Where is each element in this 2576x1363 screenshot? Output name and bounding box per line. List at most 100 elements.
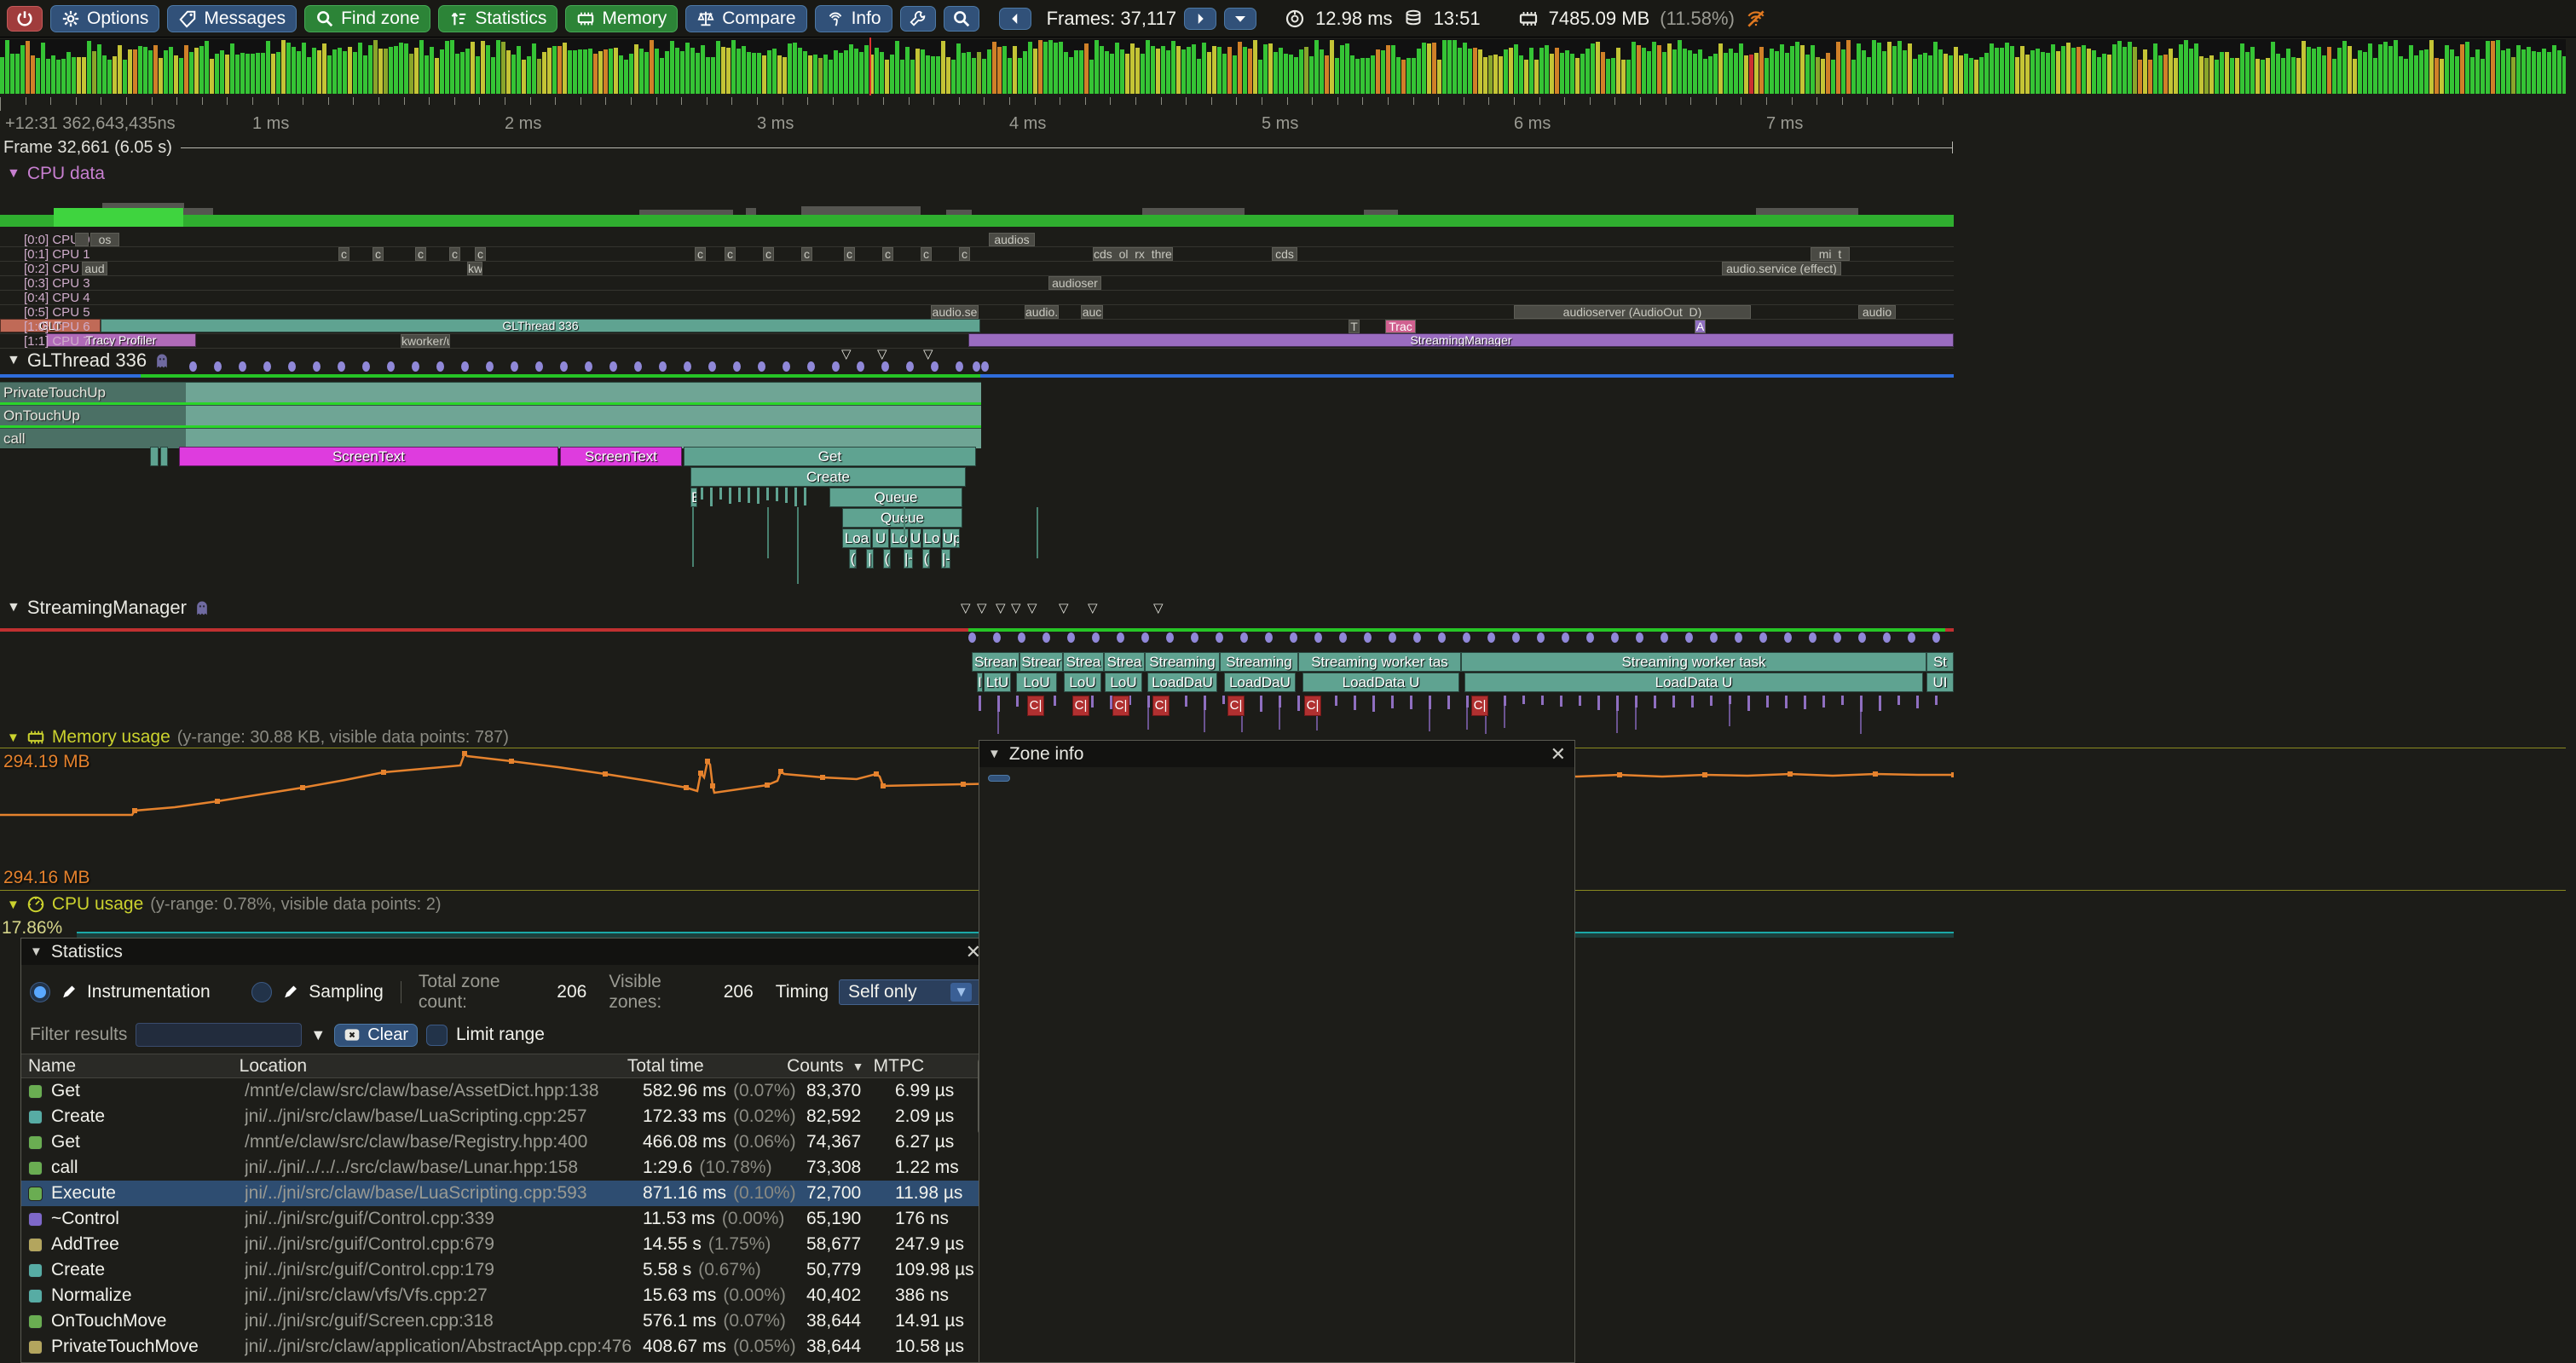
cpu6-zone-glt[interactable]: GLT [0, 319, 101, 332]
streaming-zone[interactable]: LoadDaU [1147, 673, 1217, 692]
glthread-header[interactable]: ▼ GLThread 336 [7, 349, 170, 372]
glthread-zone-small[interactable] [150, 447, 159, 466]
table-row[interactable]: Create jni/../jni/src/guif/Control.cpp:17… [21, 1257, 990, 1283]
glthread-zone-get[interactable]: Get [684, 447, 976, 466]
streaming-zone[interactable]: Streaming worker tas [1298, 652, 1461, 672]
instrumentation-radio[interactable] [30, 982, 50, 1002]
streaming-zone[interactable]: Streaming [1220, 652, 1298, 672]
table-row[interactable]: Normalize jni/../jni/src/claw/vfs/Vfs.cpp… [21, 1283, 990, 1308]
cpu-zone-chip[interactable]: audioser [1048, 275, 1101, 290]
table-row[interactable]: AddTree jni/../jni/src/guif/Control.cpp:6… [21, 1232, 990, 1257]
cpu-zone-chip[interactable]: aud [82, 261, 107, 275]
table-row[interactable]: Execute jni/../jni/src/claw/base/LuaScrip… [21, 1181, 990, 1206]
zoom-search-button[interactable] [943, 5, 979, 32]
streaming-c-zone[interactable]: C| [1227, 696, 1245, 716]
glthread-zone-lo[interactable]: Lo [890, 528, 909, 548]
power-button[interactable] [7, 5, 43, 32]
cpu-zone-chip[interactable]: kw [467, 261, 482, 275]
streaming-zone[interactable]: LoU [1105, 673, 1142, 692]
table-row[interactable]: OnTouchMove jni/../jni/src/guif/Screen.cp… [21, 1308, 990, 1334]
streaming-zone[interactable]: Strean [972, 652, 1019, 672]
frame-marker-icon[interactable]: ▽ [996, 601, 1006, 615]
table-row[interactable]: ~Control jni/../jni/src/guif/Control.cpp:… [21, 1206, 990, 1232]
streaming-zone[interactable]: Streaming worker task [1461, 652, 1926, 672]
streaming-zone[interactable]: LoadData U [1302, 673, 1459, 692]
zone-info-collapse[interactable]: ▼ [988, 747, 1001, 761]
glthread-zone-privatetouchup[interactable]: PrivateTouchUp [0, 382, 981, 403]
messages-button[interactable]: Messages [167, 4, 297, 32]
frame-marker-icon[interactable]: ▽ [1027, 601, 1037, 615]
cpu-zone-chip[interactable]: mi_t [1811, 246, 1850, 261]
stats-column-mtpc[interactable]: MTPC [873, 1055, 925, 1076]
stats-column-counts[interactable]: Counts ▼ [787, 1056, 865, 1077]
cpu-zone-chip[interactable]: c [801, 246, 812, 261]
frame-dropdown-button[interactable] [1224, 7, 1257, 30]
cpu-zone-chip[interactable]: cds [1272, 246, 1297, 261]
streaming-c-zone[interactable]: C| [1152, 696, 1170, 716]
find-zone-button[interactable]: Find zone [304, 4, 431, 32]
cpu-zone-chip[interactable]: c [449, 246, 460, 261]
glthread-zone-screentext[interactable]: ScreenText [179, 447, 558, 466]
cpu-zone-chip[interactable]: c [844, 246, 855, 261]
frame-overview-strip[interactable] [0, 39, 2566, 94]
cpu-zone-chip[interactable]: c [725, 246, 736, 261]
stats-column-location[interactable]: Location [239, 1055, 308, 1076]
streaming-zone[interactable]: UI [1926, 673, 1954, 692]
filter-clear-button[interactable]: Clear [334, 1023, 418, 1047]
glthread-zone-lo[interactable]: Lo [922, 528, 941, 548]
glthread-zone-([interactable]: ( [883, 549, 891, 569]
stats-column-name[interactable]: Name [28, 1055, 77, 1076]
cpu-zone-chip[interactable]: audioserver (AudioOut_D) [1514, 304, 1751, 319]
streaming-zone[interactable]: LoadData U [1464, 673, 1923, 692]
table-row[interactable]: call jni/../jni/../../../src/claw/base/Lu… [21, 1155, 990, 1181]
glthread-zone-([interactable]: ( [922, 549, 930, 569]
cpu-usage-header[interactable]: ▼ CPU usage (y-range: 0.78%, visible data … [7, 894, 442, 915]
tools-button[interactable] [899, 5, 936, 32]
table-row[interactable]: Unloadjni/../jni/src/claw/graphics/pixel… [21, 1360, 990, 1363]
memory-button[interactable]: Memory [565, 4, 679, 32]
cpu-zone-chip[interactable]: c [921, 246, 932, 261]
streaming-zone[interactable]: LoadDaU [1224, 673, 1296, 692]
glthread-zone-([interactable]: ( [849, 549, 857, 569]
cpu-zone-chip[interactable]: Trac [1385, 319, 1416, 333]
cpu-zone-chip[interactable]: c [695, 246, 706, 261]
cpu-zone-chip[interactable]: kworker/u [401, 333, 450, 348]
statistics-button[interactable]: Statistics [438, 4, 558, 32]
table-row[interactable]: Get/mnt/e/claw/src/claw/base/AssetDict.h… [21, 1078, 990, 1104]
glthread-zone-ontouchup[interactable]: OnTouchUp [0, 405, 981, 426]
streaming-zone[interactable]: St [1926, 652, 1954, 672]
statistics-table-header[interactable]: Name Location Total time Counts ▼ MTPC [21, 1054, 990, 1078]
statistics-collapse[interactable]: ▼ [30, 944, 43, 959]
glthread-zone-u[interactable]: U [872, 528, 889, 548]
info-button[interactable]: Info [814, 4, 892, 32]
cpu-zone-chip[interactable]: c [415, 246, 426, 261]
cpu7-zone[interactable]: Tracy Profiler [46, 333, 196, 347]
cpu-data-header[interactable]: ▼ CPU data [7, 164, 105, 184]
streaming-zone[interactable]: Strea [1104, 652, 1145, 672]
streaming-c-zone[interactable]: C| [1112, 696, 1129, 716]
streaming-zone[interactable]: LoU [1064, 673, 1101, 692]
statistics-close-button[interactable]: ✕ [965, 940, 981, 962]
glthread-zone-|-[interactable]: |- [941, 549, 950, 569]
cpu-zone-chip[interactable]: auc [1081, 304, 1103, 319]
streamingmanager-header[interactable]: ▼ StreamingManager [7, 597, 211, 619]
cpu-zone-chip[interactable]: audio. [1025, 304, 1059, 319]
glthread-zone-|~[interactable]: |~ [904, 549, 913, 569]
prev-frame-button[interactable] [998, 7, 1031, 30]
frame-marker-icon[interactable]: ▽ [1011, 601, 1021, 615]
glthread-zone-loa[interactable]: Loa [842, 528, 871, 548]
time-ruler[interactable]: +12:31 362,643,435ns 1 ms 2 ms 3 ms 4 ms 5 ms… [0, 95, 2566, 138]
stats-column-total-time[interactable]: Total time [627, 1055, 704, 1076]
cpu-zone-chip[interactable]: c [338, 246, 349, 261]
frame-marker-icon[interactable]: ▽ [1153, 601, 1164, 615]
glthread-zone-screentext[interactable]: ScreenText [560, 447, 682, 466]
streaming-c-zone[interactable]: C| [1027, 696, 1044, 716]
cpu6-zone-glthread 336[interactable]: GLThread 336 [101, 319, 980, 332]
zone-info-titlebar[interactable]: ▼ Zone info ✕ [979, 741, 1574, 767]
table-row[interactable]: Create jni/../jni/src/claw/base/LuaScript… [21, 1104, 990, 1129]
streaming-zone[interactable]: Streaming [1145, 652, 1220, 672]
streaming-zone[interactable]: I [977, 673, 983, 692]
streaming-c-zone[interactable]: C| [1304, 696, 1321, 716]
cpu-zone-chip[interactable]: A [1695, 319, 1706, 333]
cpu-zone-chip[interactable]: c [882, 246, 893, 261]
